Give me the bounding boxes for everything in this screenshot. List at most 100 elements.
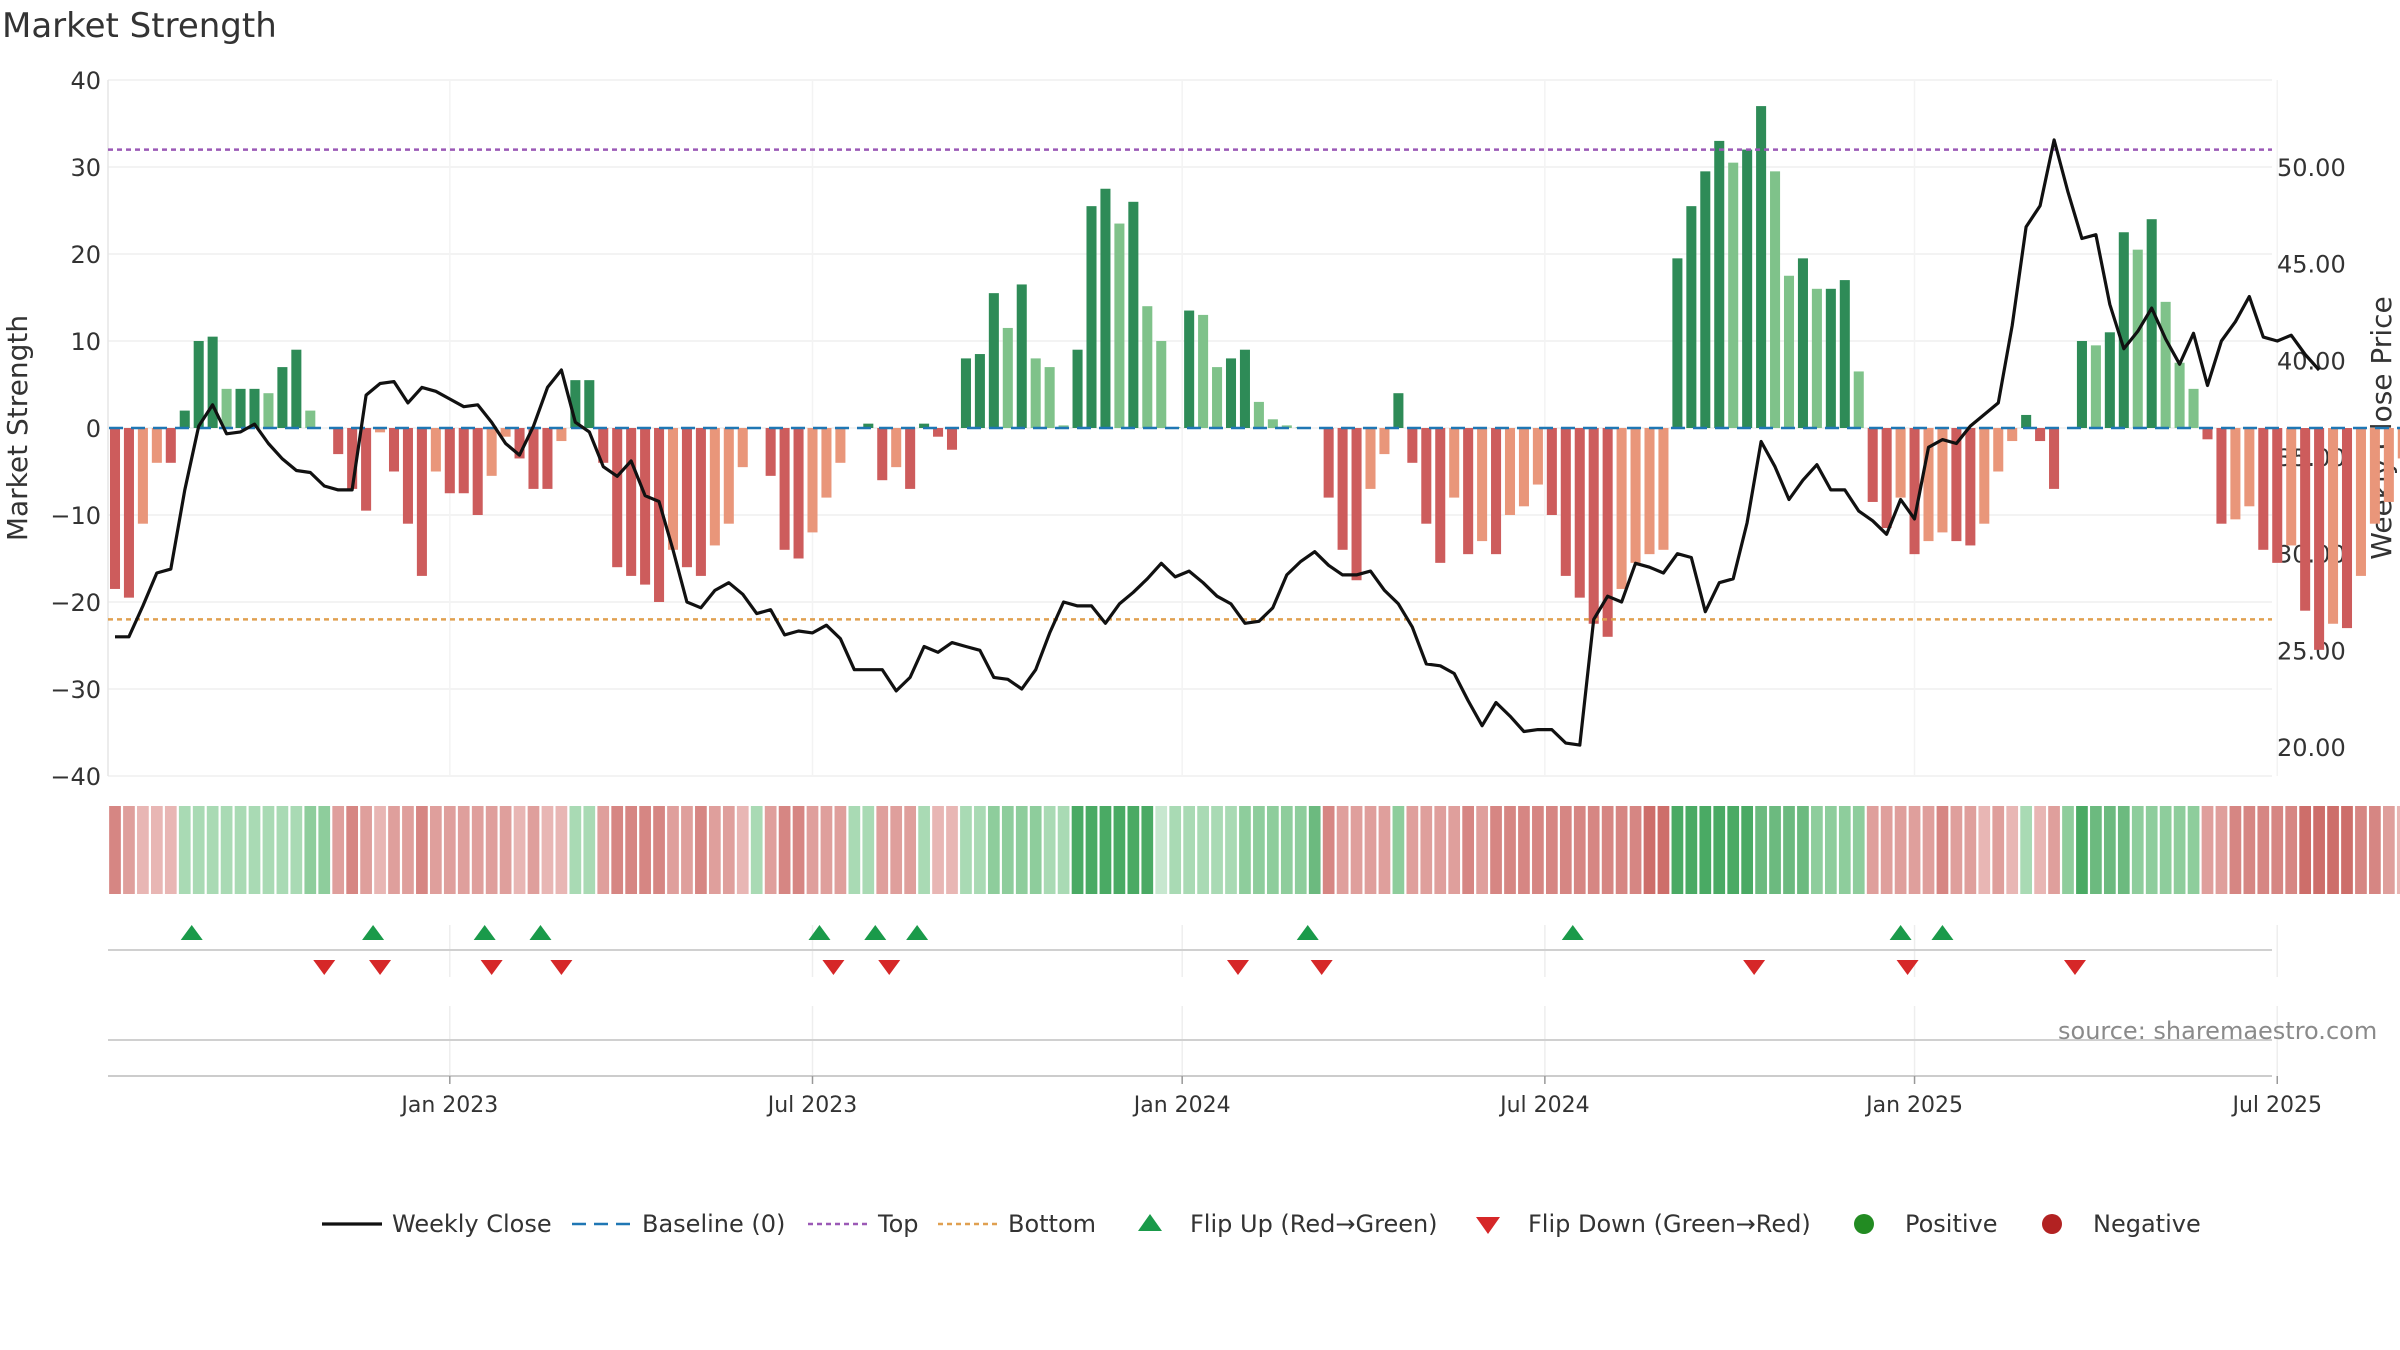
strength-band-cell <box>513 806 526 894</box>
strength-bar <box>388 428 400 472</box>
strength-bar <box>2383 428 2394 502</box>
legend-baseline-label: Baseline (0) <box>642 1210 785 1238</box>
strength-bar <box>458 428 469 494</box>
strength-bar <box>1839 280 1850 428</box>
strength-band-cell <box>583 806 596 894</box>
strength-band-cell <box>2215 806 2228 894</box>
right-tick-label: 20.00 <box>2277 734 2346 762</box>
strength-bar <box>1086 206 1097 428</box>
strength-bar <box>2397 428 2400 459</box>
strength-band-cell <box>1964 806 1977 894</box>
strength-bar <box>1253 401 1264 428</box>
strength-band-cell <box>2103 806 2116 894</box>
strength-bar <box>1379 428 1390 455</box>
strength-band-cell <box>318 806 331 894</box>
strength-bar <box>2244 428 2255 507</box>
strength-bar <box>905 428 916 489</box>
strength-band-cell <box>360 806 372 894</box>
strength-band-cell <box>890 806 903 894</box>
strength-bar <box>709 428 720 546</box>
strength-bar <box>514 428 525 459</box>
strength-band-cell <box>862 806 875 894</box>
strength-band-cell <box>541 806 554 894</box>
strength-bar <box>737 428 748 468</box>
strength-bar <box>1756 106 1767 428</box>
strength-bar <box>1365 428 1376 489</box>
strength-bar <box>1128 201 1139 428</box>
strength-bar <box>1463 428 1474 555</box>
strength-band-cell <box>2076 806 2088 894</box>
strength-bar <box>291 349 302 428</box>
strength-band-cell <box>695 806 707 894</box>
strength-bar <box>946 428 958 450</box>
strength-band-cell <box>708 806 721 894</box>
strength-bar <box>263 393 274 428</box>
strength-band-cell <box>206 806 219 894</box>
strength-band-cell <box>1001 806 1014 894</box>
strength-bar <box>2090 345 2101 428</box>
strength-bar <box>179 410 190 428</box>
left-tick-label: 10 <box>70 328 101 356</box>
strength-bar <box>277 367 288 428</box>
strength-bar <box>919 423 930 428</box>
flip-up-marker <box>1889 925 1912 940</box>
strength-bar <box>1142 306 1153 428</box>
strength-band-cell <box>1266 806 1279 894</box>
strength-bar <box>193 341 204 428</box>
strength-bar <box>1239 349 1250 428</box>
strength-band-cell <box>109 806 121 894</box>
strength-bar <box>598 428 609 463</box>
strength-band-cell <box>416 806 428 894</box>
flip-down-marker <box>480 960 503 975</box>
strength-band-cell <box>1587 806 1600 894</box>
strength-band-cell <box>2117 806 2130 894</box>
strength-band-cell <box>1936 806 1949 894</box>
strength-bar <box>2314 428 2325 650</box>
strength-bar <box>1421 428 1432 524</box>
source-label: source: sharemaestro.com <box>2058 1017 2378 1045</box>
strength-band-cell <box>820 806 833 894</box>
strength-bar <box>1783 275 1795 428</box>
strength-band-cell <box>1462 806 1475 894</box>
strength-band-cell <box>1406 806 1419 894</box>
strength-band-cell <box>639 806 651 894</box>
strength-band-cell <box>960 806 972 894</box>
strength-bar <box>1114 223 1125 428</box>
strength-band-cell <box>262 806 275 894</box>
left-tick-label: −10 <box>50 502 101 530</box>
strength-band-cell <box>137 806 149 894</box>
strength-band-cell <box>1601 806 1614 894</box>
strength-bar <box>1100 188 1111 428</box>
strength-bar <box>1616 428 1627 589</box>
strength-band-cell <box>653 806 665 894</box>
strength-band-cell <box>150 806 163 894</box>
strength-band-cell <box>2229 806 2242 894</box>
left-tick-label: 20 <box>70 241 101 269</box>
strength-band-cell <box>2313 806 2325 894</box>
strength-band-cell <box>1364 806 1377 894</box>
strength-bar <box>1658 428 1669 550</box>
strength-bar <box>207 336 218 428</box>
strength-bar <box>1030 358 1041 428</box>
strength-band-cell <box>1504 806 1516 894</box>
strength-bar <box>1937 428 1948 533</box>
strength-band-cell <box>164 806 177 894</box>
strength-band-cell <box>1559 806 1572 894</box>
strength-band-cell <box>1643 806 1656 894</box>
strength-bar <box>933 428 944 437</box>
strength-band-cell <box>1197 806 1209 894</box>
strength-band-cell <box>443 806 456 894</box>
strength-band-cell <box>722 806 735 894</box>
strength-band-cell <box>834 806 847 894</box>
strength-band-cell <box>1113 806 1126 894</box>
strength-bar <box>1504 428 1516 515</box>
strength-bar <box>1909 428 1920 555</box>
strength-bar <box>695 428 706 576</box>
strength-bar <box>151 428 162 463</box>
strength-band-cell <box>1085 806 1098 894</box>
strength-band-cell <box>2271 806 2284 894</box>
strength-bar <box>779 428 790 550</box>
strength-band-cell <box>1378 806 1391 894</box>
strength-band-cell <box>234 806 247 894</box>
